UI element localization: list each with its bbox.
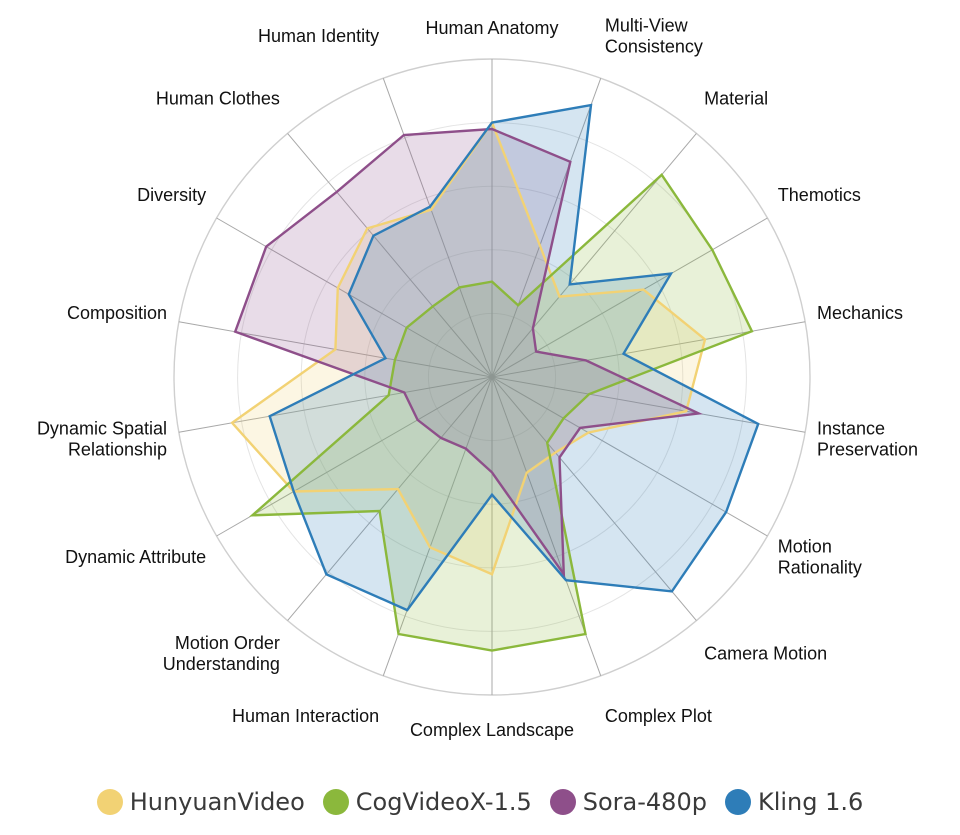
series-line-hunyuanvideo bbox=[230, 120, 707, 576]
axis-label: Complex Landscape bbox=[410, 720, 574, 740]
axis-spoke bbox=[491, 217, 768, 378]
legend-item: CogVideoX-1.5 bbox=[322, 788, 532, 816]
axis-label: Multi-View Consistency bbox=[605, 15, 703, 56]
series-area-hunyuanvideo bbox=[232, 122, 705, 575]
series-area-sora-480p bbox=[235, 129, 699, 575]
axis-spoke bbox=[491, 376, 768, 537]
legend-swatch bbox=[549, 789, 576, 815]
axis-label: Human Interaction bbox=[232, 706, 379, 726]
legend-label: Kling 1.6 bbox=[757, 788, 864, 816]
legend: HunyuanVideo CogVideoX-1.5 Sora-480p Kling … bbox=[0, 778, 960, 826]
legend-item: Sora-480p bbox=[549, 788, 707, 816]
legend-label: CogVideoX-1.5 bbox=[355, 788, 532, 816]
axis-label: Human Identity bbox=[258, 26, 379, 46]
axis-spoke bbox=[491, 78, 602, 378]
legend-swatch bbox=[724, 789, 751, 815]
series-line-cogvideox-1-5 bbox=[249, 172, 754, 652]
axis-label: Mechanics bbox=[817, 303, 903, 323]
legend-item: Kling 1.6 bbox=[724, 788, 864, 816]
axis-spoke bbox=[491, 376, 697, 621]
legend-label: Sora-480p bbox=[582, 788, 707, 816]
axis-label: Material bbox=[704, 88, 768, 108]
series-area-cogvideox-1-5 bbox=[252, 174, 752, 651]
axis-spoke bbox=[382, 376, 493, 676]
axis-spoke bbox=[287, 376, 493, 621]
legend-item: HunyuanVideo bbox=[96, 788, 305, 816]
axis-spoke bbox=[382, 78, 493, 378]
axis-spoke bbox=[491, 376, 806, 433]
series-line-sora-480p bbox=[233, 127, 703, 579]
axis-spoke bbox=[216, 217, 493, 378]
legend-label: HunyuanVideo bbox=[129, 788, 305, 816]
axis-label: Human Clothes bbox=[156, 88, 280, 108]
axis-label: Diversity bbox=[137, 185, 206, 205]
legend-swatch bbox=[96, 789, 123, 815]
axis-label: Instance Preservation bbox=[817, 418, 918, 459]
axis-label: Composition bbox=[67, 303, 167, 323]
axis-label: Motion Order Understanding bbox=[163, 633, 280, 674]
axis-label: Motion Rationality bbox=[778, 536, 862, 577]
axis-label: Dynamic Spatial Relationship bbox=[37, 418, 167, 459]
series-line-kling-1-6 bbox=[268, 103, 760, 612]
axis-spoke bbox=[491, 376, 602, 676]
axis-spoke bbox=[216, 376, 493, 537]
axis-spoke bbox=[287, 133, 493, 378]
series-area-kling-1-6 bbox=[269, 105, 759, 611]
legend-swatch bbox=[322, 789, 349, 815]
axis-label: Human Anatomy bbox=[425, 18, 558, 38]
axis-label: Camera Motion bbox=[704, 643, 827, 663]
axis-label: Dynamic Attribute bbox=[65, 547, 206, 567]
radar-chart: Human Anatomy Multi-View Consistency Materi… bbox=[37, 15, 918, 740]
axis-label: Themotics bbox=[778, 185, 861, 205]
axis-label: Complex Plot bbox=[605, 706, 712, 726]
